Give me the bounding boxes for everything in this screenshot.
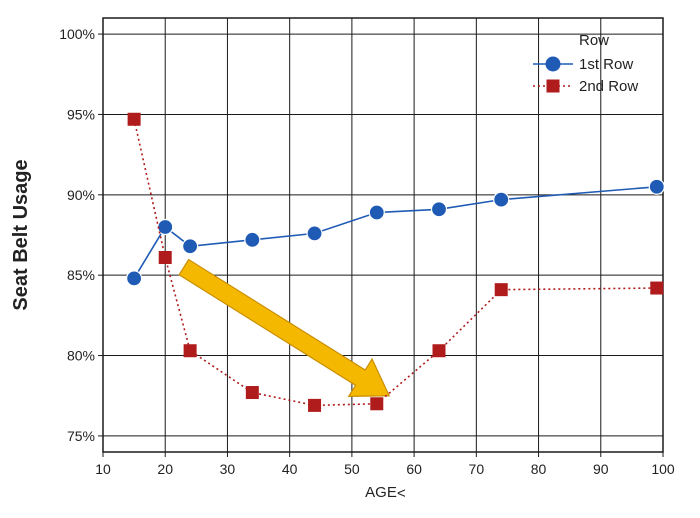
1st-row-point bbox=[430, 201, 448, 218]
2nd-row-point bbox=[127, 112, 141, 126]
2nd-row-point bbox=[245, 386, 259, 400]
legend: Row 1st Row 2nd Row bbox=[533, 32, 638, 95]
y-tick-label: 75% bbox=[67, 428, 95, 444]
2nd-row-line bbox=[133, 119, 657, 407]
x-tick-label: 90 bbox=[593, 461, 609, 477]
2nd-row-point bbox=[370, 397, 384, 411]
1st-row-point bbox=[182, 238, 199, 255]
x-tick-label: 40 bbox=[282, 461, 298, 477]
x-axis-title: AGE bbox=[365, 484, 397, 501]
1st-row-line bbox=[133, 185, 657, 279]
series bbox=[126, 112, 665, 412]
annotations bbox=[178, 258, 391, 397]
legend-label-2nd-row: 2nd Row bbox=[579, 78, 638, 95]
y-tick-label: 90% bbox=[67, 187, 95, 203]
2nd-row-point bbox=[308, 398, 322, 412]
x-tick-label: 80 bbox=[531, 461, 547, 477]
axes: 10 20 30 40 50 60 70 80 90 100 75% 80% 85% 90% 95% 100% bbox=[59, 17, 675, 477]
y-tick-label: 85% bbox=[67, 267, 95, 283]
y-tick-label: 95% bbox=[67, 106, 95, 122]
x-tick-label: 10 bbox=[95, 461, 111, 477]
plot-frame bbox=[102, 17, 664, 453]
trend-arrow bbox=[178, 258, 391, 397]
1st-row-point bbox=[306, 225, 323, 242]
1st-row-point bbox=[126, 270, 143, 287]
2nd-row-point bbox=[158, 251, 172, 265]
1st-row-point bbox=[648, 178, 665, 195]
x-tick-label: 30 bbox=[220, 461, 236, 477]
2nd-row-point bbox=[183, 344, 197, 358]
x-tick-label: 70 bbox=[469, 461, 485, 477]
legend-label-1st-row: 1st Row bbox=[579, 56, 633, 73]
x-tick-label: 50 bbox=[344, 461, 360, 477]
legend-marker-1st-row bbox=[545, 56, 561, 72]
x-axis-title-marker: < bbox=[397, 485, 406, 502]
1st-row-point bbox=[368, 204, 385, 221]
y-tick-label: 80% bbox=[67, 348, 95, 364]
legend-title: Row bbox=[579, 32, 609, 49]
legend-marker-2nd-row bbox=[546, 79, 560, 93]
x-tick-label: 60 bbox=[406, 461, 422, 477]
y-tick-label: 100% bbox=[59, 26, 95, 42]
x-tick-label: 20 bbox=[157, 461, 173, 477]
2nd-row-point bbox=[432, 344, 446, 358]
1st-row-point bbox=[244, 231, 261, 248]
2nd-row-point bbox=[650, 281, 664, 295]
1st-row-point bbox=[493, 191, 510, 208]
2nd-row-point bbox=[494, 283, 508, 297]
y-axis-title: Seat Belt Usage bbox=[10, 159, 32, 310]
x-tick-label: 100 bbox=[651, 461, 675, 477]
